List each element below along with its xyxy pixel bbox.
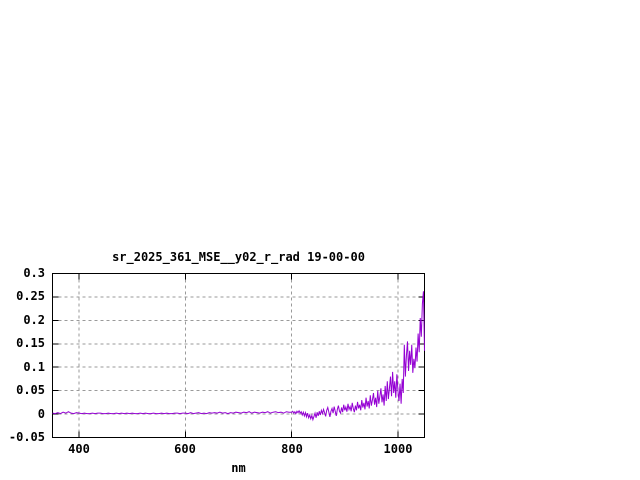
x-tick-label: 1000 — [383, 442, 413, 456]
y-tick-label: 0.1 — [23, 360, 45, 374]
y-tick-label: 0.15 — [16, 336, 45, 350]
plot-border — [52, 273, 425, 438]
y-tick-label: 0.3 — [23, 266, 45, 280]
y-tick-label: 0 — [37, 407, 45, 421]
data-series-line — [52, 291, 425, 422]
x-tick-label: 800 — [281, 442, 303, 456]
y-tick-label: -0.05 — [8, 430, 45, 444]
y-tick-label: 0.25 — [16, 289, 45, 303]
y-tick-label: 0.05 — [16, 383, 45, 397]
y-tick-label: 0.2 — [23, 313, 45, 327]
x-axis-title: nm — [231, 461, 246, 475]
chart-title: sr_2025_361_MSE__y02_r_rad 19-00-00 — [112, 250, 365, 264]
x-tick-label: 600 — [174, 442, 196, 456]
x-tick-label: 400 — [68, 442, 90, 456]
